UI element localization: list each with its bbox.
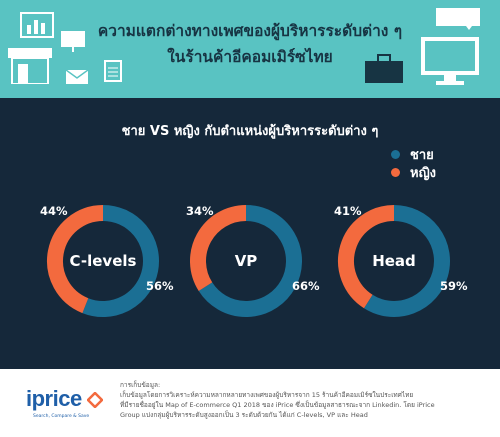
logo-tagline: Search, Compare & Save xyxy=(33,414,90,419)
footer: iprice Search, Compare & Save การเก็บข้อ… xyxy=(0,369,500,437)
chart-board-icon xyxy=(20,12,54,38)
donut-segment-male-1 xyxy=(82,205,159,317)
donut-vp: VP xyxy=(189,204,303,318)
monitor-icon xyxy=(421,37,479,85)
donut-segment-male-3 xyxy=(364,205,450,317)
header-title: ความแตกต่างทางเพศของผู้บริหารระดับต่าง ๆ… xyxy=(60,18,440,70)
legend-label-male: ชาย xyxy=(410,147,434,163)
male-pct-head: 59% xyxy=(440,279,468,293)
male-pct-vp: 66% xyxy=(292,279,320,293)
donut-label-vp: VP xyxy=(234,252,258,270)
briefcase-icon xyxy=(365,54,403,83)
note-line-3: Group แบ่งกลุ่มผู้บริหารระดับสูงออกเป็น … xyxy=(120,411,368,419)
storefront-icon xyxy=(8,48,52,84)
logo-diamond-icon xyxy=(86,391,104,409)
donut-chart-c-levels xyxy=(47,205,159,317)
chart-panel: ชาย VS หญิง กับตำแหน่งผู้บริหารระดับต่าง… xyxy=(0,98,500,369)
note-line-2: ที่มีรายชื่ออยู่ใน Map of E-commerce Q1 … xyxy=(120,401,435,409)
header-title-line2: ในร้านค้าอีคอมเมิร์ซไทย xyxy=(167,48,333,66)
legend-swatch-male xyxy=(391,149,400,159)
legend-item-male: ชาย xyxy=(391,145,436,163)
female-pct-head: 41% xyxy=(334,204,362,218)
donut-segment-female-2 xyxy=(190,205,247,291)
clipboard-icon xyxy=(104,60,122,82)
mail-icon xyxy=(66,70,88,84)
male-pct-c-levels: 56% xyxy=(146,279,174,293)
legend-item-female: หญิง xyxy=(391,163,436,181)
donut-segment-female-1 xyxy=(47,205,104,314)
speech-bubble-icon xyxy=(436,8,480,30)
chart-title: ชาย VS หญิง กับตำแหน่งผู้บริหารระดับต่าง… xyxy=(121,124,379,139)
donut-label-head: Head xyxy=(372,252,416,270)
legend: ชาย หญิง xyxy=(391,145,436,181)
logo-text: iprice xyxy=(26,386,82,411)
board-icon xyxy=(61,31,85,52)
iprice-logo: iprice xyxy=(26,386,104,412)
donut-segment-female-3 xyxy=(338,205,395,309)
donut-chart-head xyxy=(338,205,450,317)
donut-label-c-levels: C-levels xyxy=(69,252,137,270)
female-pct-vp: 34% xyxy=(186,204,214,218)
donut-c-levels: C-levels xyxy=(46,204,160,318)
donut-head: Head xyxy=(337,204,451,318)
header-title-line1: ความแตกต่างทางเพศของผู้บริหารระดับต่าง ๆ xyxy=(97,22,403,40)
donut-segment-male-2 xyxy=(198,205,302,317)
legend-swatch-female xyxy=(391,167,400,177)
legend-label-female: หญิง xyxy=(410,165,436,181)
header-banner: ความแตกต่างทางเพศของผู้บริหารระดับต่าง ๆ… xyxy=(0,0,500,98)
female-pct-c-levels: 44% xyxy=(40,204,68,218)
note-heading: การเก็บข้อมูล: xyxy=(120,381,161,389)
donut-chart-vp xyxy=(190,205,302,317)
methodology-note: การเก็บข้อมูล: เก็บข้อมูลโดยการวิเคราะห์… xyxy=(120,380,492,420)
note-line-1: เก็บข้อมูลโดยการวิเคราะห์ความหลากหลายทาง… xyxy=(120,391,414,399)
